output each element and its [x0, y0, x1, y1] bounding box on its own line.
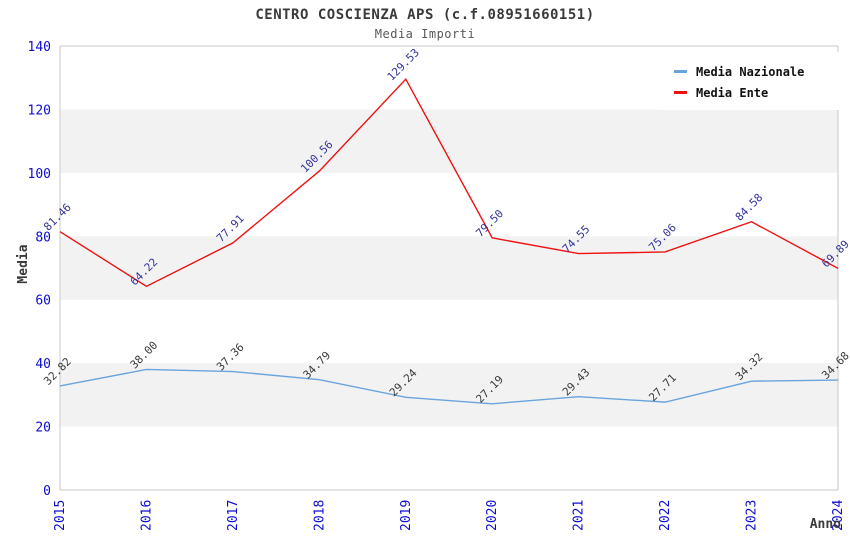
x-tick-label: 2024	[831, 500, 846, 531]
x-tick-label: 2023	[745, 500, 760, 531]
series-line-media-ente	[59, 78, 839, 288]
media-ente-line-swatch	[674, 91, 687, 94]
x-tick-label: 2015	[53, 500, 68, 531]
series-line-media-nazionale	[59, 368, 839, 405]
y-tick-label: 100	[28, 167, 51, 182]
legend-label-media-nazionale: Media Nazionale	[696, 64, 805, 79]
x-tick-label: 2021	[572, 500, 587, 531]
legend-item-media-nazionale: Media Nazionale	[674, 61, 842, 82]
data-point-label-media-ente: 84.58	[733, 191, 766, 224]
grid-band	[60, 236, 838, 300]
data-point-label-media-ente: 81.46	[41, 201, 74, 234]
y-tick-label: 80	[35, 230, 51, 245]
x-tick-label: 2022	[658, 500, 673, 531]
grid-band	[60, 363, 838, 427]
chart-title: CENTRO COSCIENZA APS (c.f.08951660151)	[255, 7, 595, 23]
x-tick-label: 2017	[226, 500, 241, 531]
x-tick-label: 2016	[139, 500, 154, 531]
legend-item-media-ente: Media Ente	[674, 82, 842, 103]
y-tick-label: 20	[35, 421, 51, 436]
y-tick-label: 140	[28, 40, 51, 55]
legend: Media Nazionale Media Ente	[658, 52, 842, 110]
chart-subtitle: Media Importi	[374, 27, 476, 41]
y-tick-label: 40	[35, 357, 51, 372]
x-axis-title: Anno	[810, 517, 841, 532]
y-tick-label: 0	[43, 484, 51, 499]
legend-label-media-ente: Media Ente	[696, 85, 769, 100]
x-tick-label: 2018	[312, 500, 327, 531]
media-nazionale-line-swatch	[674, 70, 687, 73]
y-tick-label: 60	[35, 294, 51, 309]
grid-band	[60, 109, 838, 173]
y-axis-title: Media	[16, 244, 31, 283]
y-tick-label: 120	[28, 103, 51, 118]
x-tick-label: 2019	[399, 500, 414, 531]
data-point-label-media-ente: 129.53	[385, 46, 422, 83]
x-tick-label: 2020	[485, 500, 500, 531]
